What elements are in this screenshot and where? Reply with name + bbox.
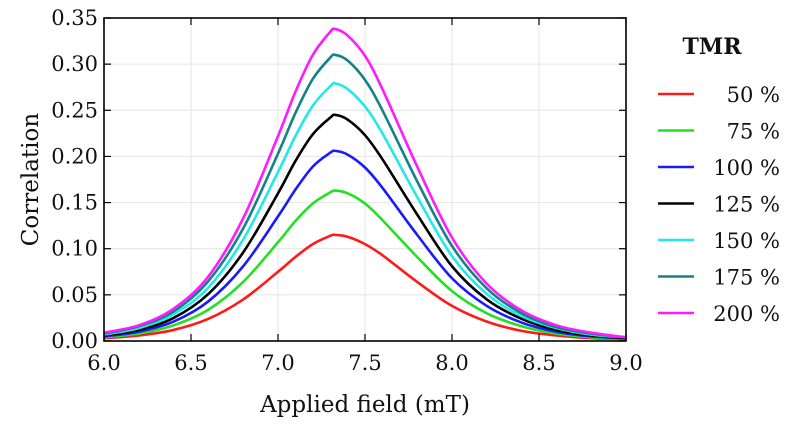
legend-label: 150 % (713, 229, 780, 253)
legend-item-tmr-75: 75 % (658, 120, 780, 144)
legend-title: TMR (682, 34, 742, 60)
series-line-tmr-200 (103, 27, 627, 339)
y-tick-label: 0.15 (51, 191, 98, 215)
x-tick-label: 8.0 (435, 351, 468, 375)
x-tick-label: 6.0 (87, 351, 120, 375)
legend-item-tmr-150: 150 % (658, 229, 780, 253)
x-axis-title: Applied field (mT) (259, 392, 470, 418)
legend-item-tmr-50: 50 % (658, 83, 780, 107)
y-tick-label: 0.05 (51, 283, 98, 307)
series-line-tmr-75 (103, 189, 627, 341)
series-line-tmr-50 (103, 233, 627, 341)
legend-label: 50 % (727, 83, 780, 107)
legend-label: 175 % (713, 266, 780, 290)
legend-label: 75 % (727, 120, 780, 144)
legend-items: 50 % 75 % 100 % 125 % 150 % 175 % 200 % (658, 83, 780, 326)
x-tick-label: 7.5 (348, 351, 381, 375)
series-line-tmr-175 (103, 53, 627, 339)
y-axis-title: Correlation (18, 113, 44, 247)
legend-item-tmr-175: 175 % (658, 266, 780, 290)
legend-item-tmr-125: 125 % (658, 193, 780, 217)
legend-item-tmr-200: 200 % (658, 302, 780, 326)
x-tick-label: 6.5 (174, 351, 207, 375)
series-line-tmr-150 (103, 81, 627, 339)
x-tick-label: 8.5 (522, 351, 555, 375)
y-tick-label: 0.00 (51, 329, 98, 353)
legend-label: 125 % (713, 193, 780, 217)
y-tick-label: 0.35 (51, 6, 98, 30)
x-tick-label: 9.0 (609, 351, 642, 375)
legend-label: 200 % (713, 302, 780, 326)
grid (103, 17, 627, 342)
series-line-tmr-125 (103, 113, 627, 340)
series-lines (103, 27, 627, 341)
legend-item-tmr-100: 100 % (658, 156, 780, 180)
y-tick-label: 0.10 (51, 237, 98, 261)
y-tick-label: 0.25 (51, 98, 98, 122)
y-tick-label: 0.20 (51, 144, 98, 168)
y-tick-label: 0.30 (51, 52, 98, 76)
legend: TMR 50 % 75 % 100 % 125 % 150 % 175 % 200 % (658, 34, 780, 326)
series-line-tmr-100 (103, 149, 627, 340)
x-tick-label: 7.0 (261, 351, 294, 375)
axis-ticks: 6.0 6.5 7.0 7.5 8.0 8.5 9.0 0.00 0.05 0.10 0.15 0.2… (51, 6, 642, 375)
legend-label: 100 % (713, 156, 780, 180)
